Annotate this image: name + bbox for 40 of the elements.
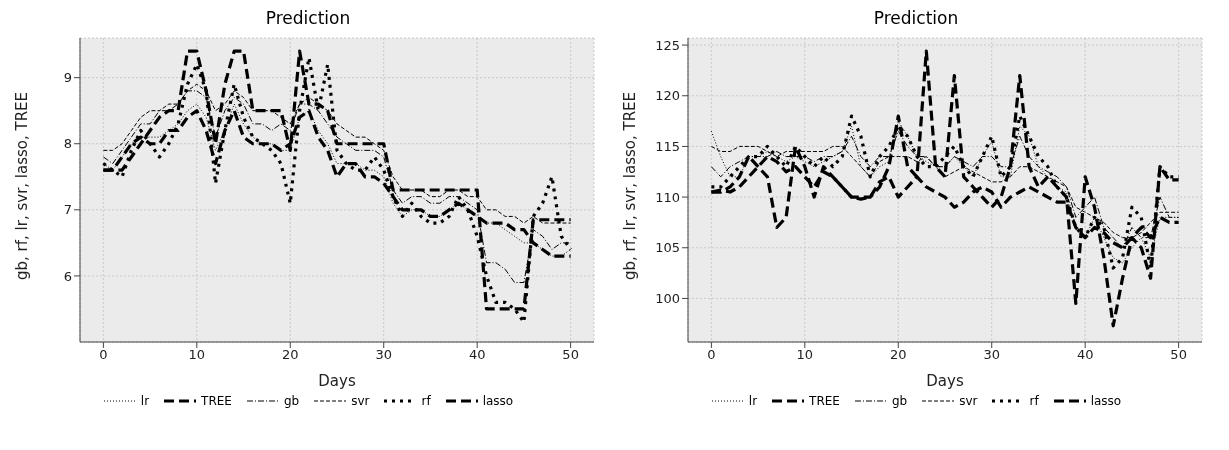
chart-title: Prediction [264, 8, 352, 30]
legend-label: gb [891, 394, 908, 408]
x-tick-label: 50 [1170, 347, 1187, 363]
legend-label: gb [283, 394, 300, 408]
x-tick-label: 20 [282, 347, 299, 363]
legend-label: TREE [809, 394, 840, 408]
y-tick-label: 125 [655, 37, 680, 53]
y-tick-label: 100 [655, 291, 680, 307]
legend-label: svr [351, 394, 370, 408]
x-axis-title: Days [318, 372, 356, 390]
y-tick-label: 8 [63, 136, 72, 152]
legend-label: lasso [1090, 394, 1122, 408]
x-tick-label: 0 [707, 347, 716, 363]
x-tick-label: 50 [562, 347, 579, 363]
y-tick-label: 9 [63, 70, 72, 86]
x-tick-label: 40 [1076, 347, 1094, 363]
y-tick-label: 115 [655, 139, 680, 155]
legend-label: lr [140, 394, 150, 408]
x-tick-label: 30 [375, 347, 392, 363]
y-tick-label: 6 [63, 268, 72, 284]
legend-label: rf [1029, 394, 1039, 408]
legend-label: TREE [201, 394, 232, 408]
legend-label: lr [748, 394, 758, 408]
legend-label: lasso [482, 394, 514, 408]
y-tick-label: 7 [63, 202, 72, 218]
y-axis-title: gb, rf, lr, svr, lasso, TREE [13, 91, 32, 280]
y-tick-label: 120 [655, 88, 680, 104]
x-axis-title: Days [926, 372, 964, 390]
chart-title: Prediction [872, 8, 960, 30]
x-tick-label: 30 [983, 347, 1000, 363]
y-tick-label: 105 [655, 240, 680, 256]
x-tick-label: 20 [890, 347, 907, 363]
x-tick-label: 0 [99, 347, 108, 363]
x-tick-label: 40 [468, 347, 486, 363]
x-tick-label: 10 [796, 347, 814, 363]
x-tick-label: 10 [188, 347, 206, 363]
y-tick-label: 110 [655, 189, 680, 205]
legend-label: svr [959, 394, 978, 408]
legend-label: rf [421, 394, 431, 408]
y-axis-title: gb, rf, lr, svr, lasso, TREE [621, 91, 640, 280]
